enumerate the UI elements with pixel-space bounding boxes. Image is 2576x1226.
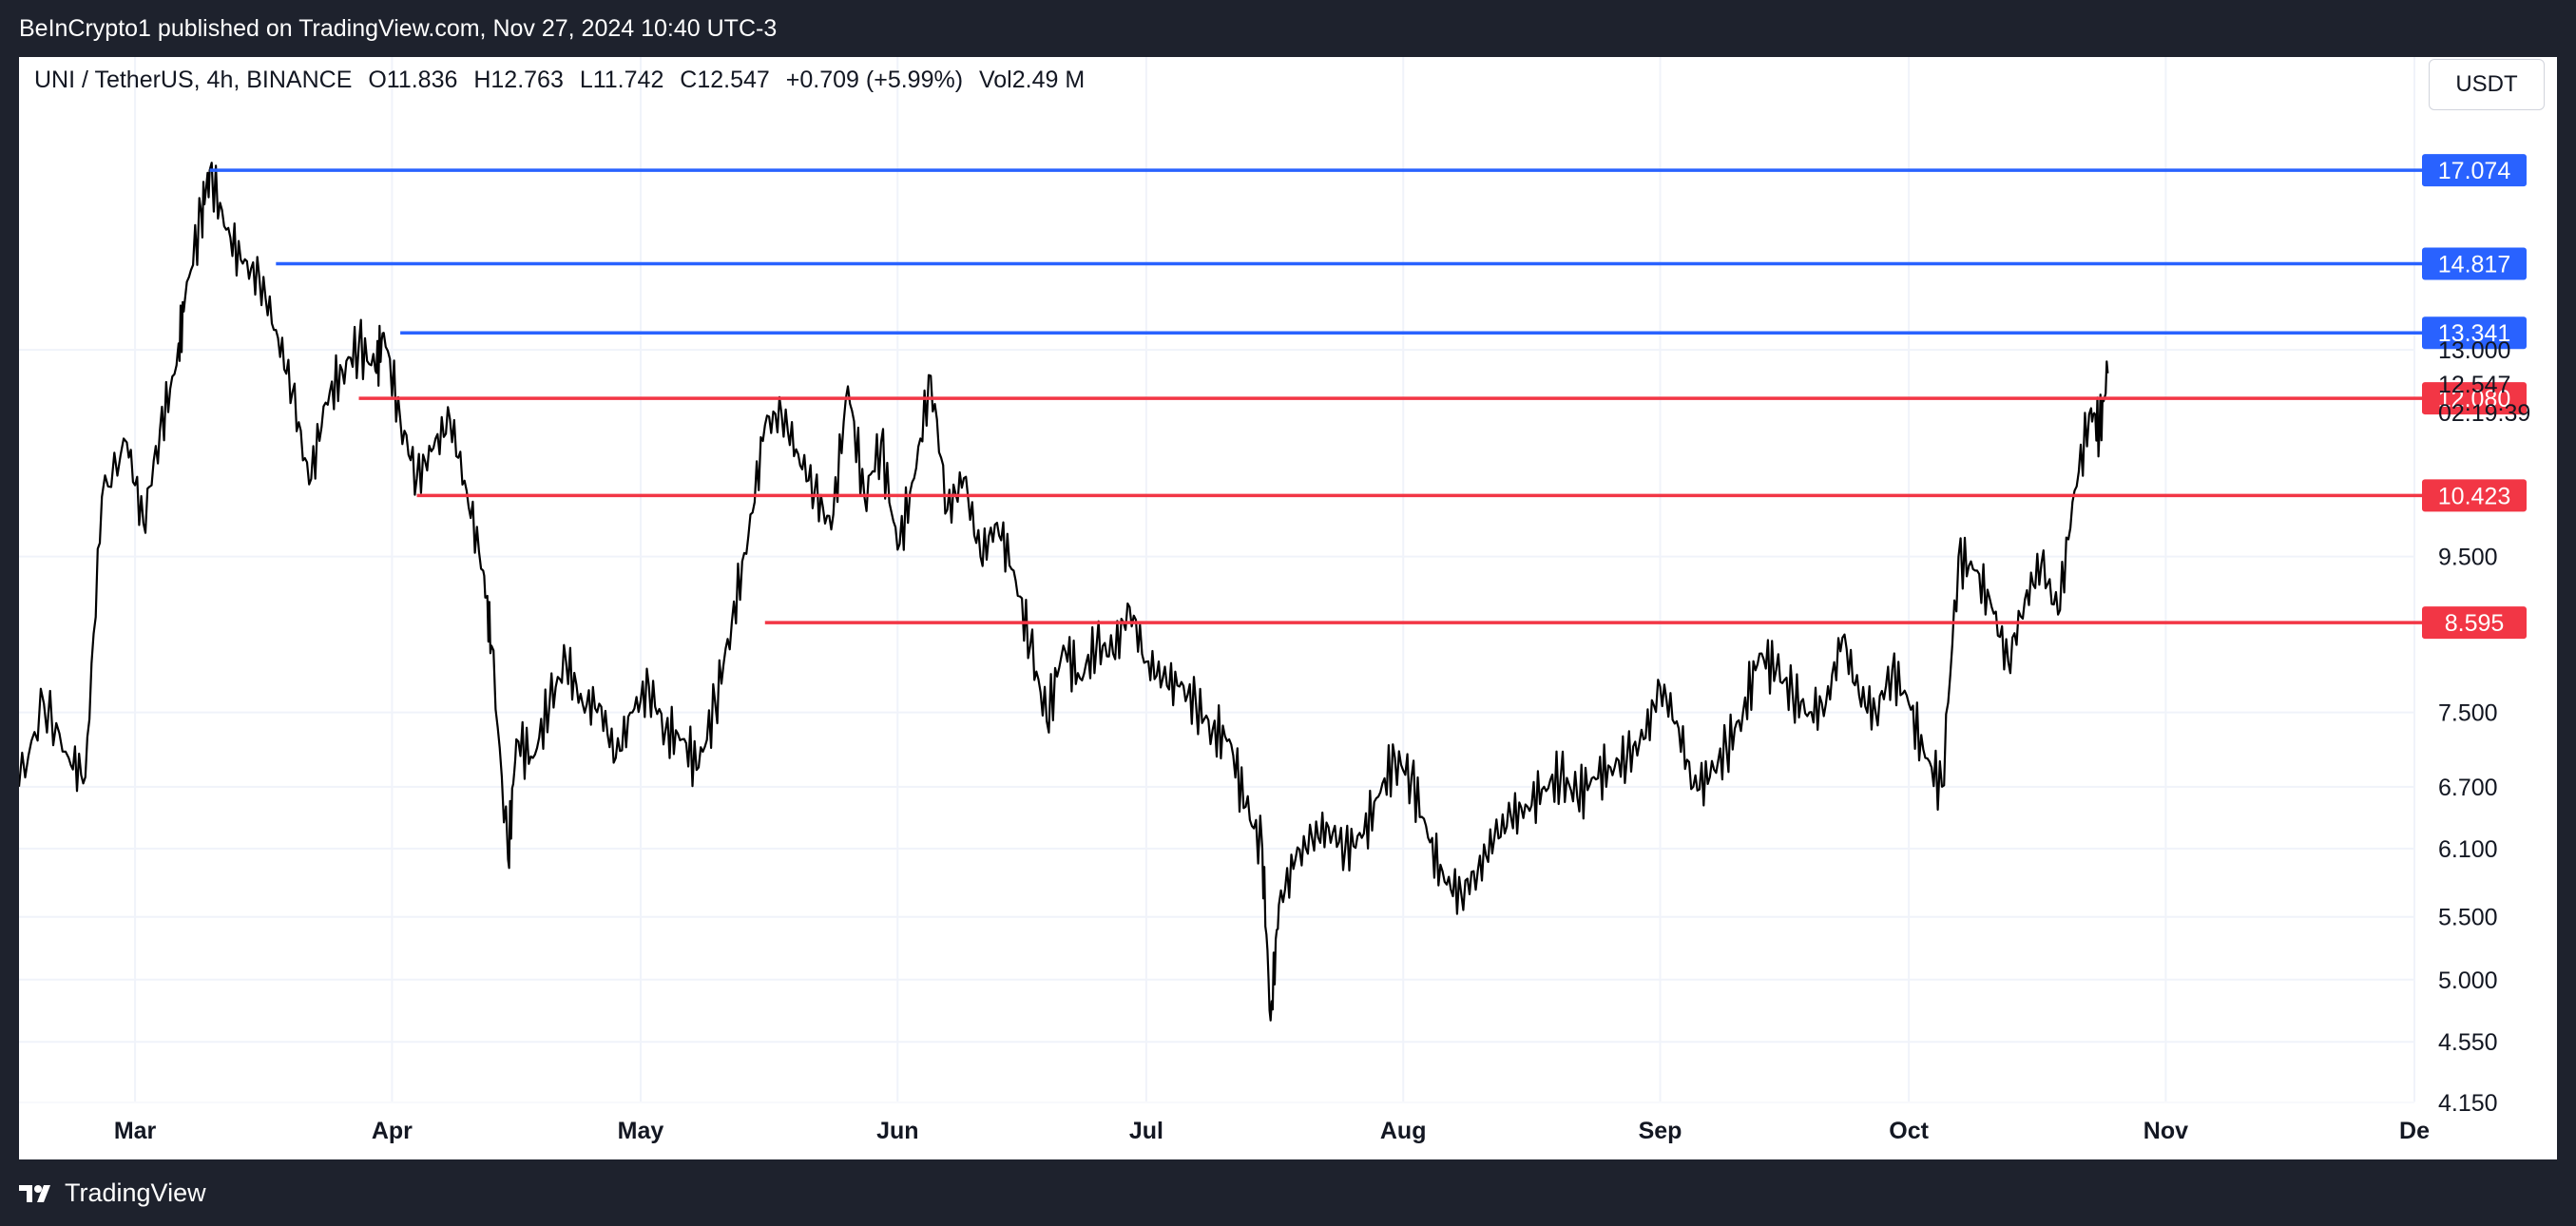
support-level-label-4: 10.423	[2438, 483, 2510, 509]
symbol-legend: UNI / TetherUS, 4h, BINANCE O11.836 H12.…	[34, 67, 1094, 94]
price-tick-label: 13.000	[2438, 337, 2510, 364]
volume-value: Vol2.49 M	[978, 67, 1086, 93]
resistance-level-label-1: 14.817	[2438, 251, 2510, 278]
tradingview-icon	[19, 1185, 50, 1202]
x-tick-label: Mar	[114, 1118, 157, 1144]
price-tick-label: 9.500	[2438, 545, 2498, 571]
tradingview-brand: TradingView	[65, 1178, 206, 1207]
support-level-badge-5	[2422, 606, 2527, 640]
price-tick-label: 6.100	[2438, 836, 2498, 863]
support-level-badge-4	[2422, 479, 2527, 512]
x-tick-label: Apr	[372, 1118, 413, 1144]
x-tick-label: Jul	[1129, 1118, 1163, 1144]
symbol-label: UNI / TetherUS, 4h, BINANCE	[34, 67, 353, 93]
published-info: BeInCrypto1 published on TradingView.com…	[19, 15, 778, 42]
countdown-label: 02:19:39	[2438, 400, 2530, 427]
price-chart[interactable]: 17.074 14.817 13.341 12.080 10.423 8.595 13.00…	[19, 57, 2557, 1159]
resistance-level-label-0: 17.074	[2438, 158, 2511, 184]
price-tick-label: 5.500	[2438, 905, 2498, 931]
resistance-level-label-2: 13.341	[2438, 320, 2510, 347]
tradingview-logo[interactable]: TradingView	[19, 1178, 206, 1207]
price-series-line	[19, 162, 2109, 1022]
x-tick-label: Aug	[1380, 1118, 1427, 1144]
close-value: C12.547	[680, 67, 770, 93]
last-price-label: 12.547	[2438, 372, 2510, 398]
x-tick-label: Sep	[1639, 1118, 1682, 1144]
top-bar: BeInCrypto1 published on TradingView.com…	[0, 0, 2576, 57]
chart-panel[interactable]: 17.074 14.817 13.341 12.080 10.423 8.595 13.00…	[19, 57, 2557, 1159]
x-tick-label: De	[2399, 1118, 2430, 1144]
resistance-level-badge-0	[2422, 154, 2527, 187]
bottom-bar: TradingView	[0, 1159, 2576, 1226]
price-tick-label: 4.550	[2438, 1029, 2498, 1056]
high-value: H12.763	[473, 67, 564, 93]
x-tick-label: May	[618, 1118, 664, 1144]
support-level-label-3: 12.080	[2438, 386, 2510, 412]
open-value: O11.836	[368, 67, 458, 93]
x-tick-label: Jun	[876, 1118, 918, 1144]
resistance-level-badge-2	[2422, 316, 2527, 350]
price-tick-label: 6.700	[2438, 775, 2498, 801]
support-level-badge-3	[2422, 382, 2527, 415]
x-tick-label: Nov	[2143, 1118, 2188, 1144]
price-tick-label: 5.000	[2438, 967, 2498, 994]
low-value: L11.742	[579, 67, 664, 93]
resistance-level-badge-1	[2422, 247, 2527, 280]
currency-button[interactable]: USDT	[2429, 59, 2545, 110]
price-tick-label: 4.150	[2438, 1090, 2498, 1117]
x-tick-label: Oct	[1889, 1118, 1929, 1144]
price-tick-label: 7.500	[2438, 700, 2498, 727]
change-value: +0.709 (+5.99%)	[785, 67, 964, 93]
support-level-label-5: 8.595	[2445, 610, 2505, 637]
